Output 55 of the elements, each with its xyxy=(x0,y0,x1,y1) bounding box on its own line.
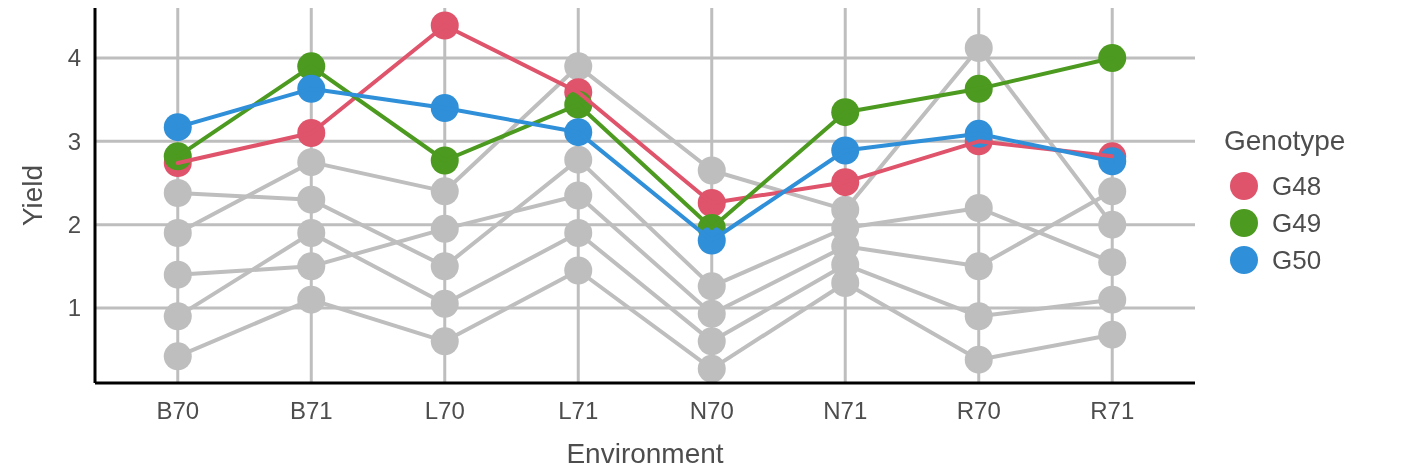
x-tick-label: B71 xyxy=(289,397,333,424)
point xyxy=(430,252,459,281)
x-axis-title: Environment xyxy=(566,438,724,469)
x-tick-label: N71 xyxy=(823,397,868,424)
point xyxy=(964,194,993,222)
point xyxy=(697,327,726,356)
y-tick-label: 4 xyxy=(67,44,81,72)
point xyxy=(297,252,326,281)
legend-label: G48 xyxy=(1272,171,1322,202)
point xyxy=(564,52,593,81)
point xyxy=(564,181,593,210)
x-tick-label: R71 xyxy=(1090,397,1135,424)
point xyxy=(964,345,993,374)
point xyxy=(1098,177,1127,206)
point xyxy=(163,260,192,289)
point xyxy=(430,177,459,206)
legend-title: Genotype xyxy=(1224,125,1346,156)
point xyxy=(430,327,459,356)
y-tick-label: 1 xyxy=(67,294,81,322)
point xyxy=(564,256,593,285)
point xyxy=(964,34,993,62)
point xyxy=(163,219,192,247)
legend-label: G49 xyxy=(1272,208,1322,239)
point xyxy=(163,113,192,142)
point xyxy=(297,219,326,247)
x-tick-label: R70 xyxy=(956,397,1001,424)
point xyxy=(1098,248,1127,277)
point xyxy=(297,148,326,177)
point xyxy=(697,156,726,185)
point xyxy=(564,219,593,247)
legend-label: G50 xyxy=(1272,245,1322,276)
x-tick-label: L71 xyxy=(558,397,599,424)
point xyxy=(964,302,993,331)
x-tick-label: N70 xyxy=(689,397,734,424)
point xyxy=(1098,320,1127,349)
point xyxy=(1098,210,1127,239)
point xyxy=(297,285,326,314)
point xyxy=(163,179,192,207)
x-tick-label: B70 xyxy=(156,397,200,424)
point xyxy=(697,354,726,383)
point xyxy=(1098,44,1127,72)
point xyxy=(163,342,192,371)
point xyxy=(430,214,459,243)
y-axis-title: Yield xyxy=(17,164,48,227)
y-tick-label: 3 xyxy=(67,127,81,155)
x-tick-label: L70 xyxy=(424,397,465,424)
point xyxy=(964,252,993,281)
point xyxy=(163,302,192,331)
y-tick-label: 2 xyxy=(67,211,81,239)
point xyxy=(430,289,459,318)
point xyxy=(564,145,593,174)
point xyxy=(697,299,726,328)
point xyxy=(697,272,726,301)
point xyxy=(297,185,326,214)
point xyxy=(1098,285,1127,314)
